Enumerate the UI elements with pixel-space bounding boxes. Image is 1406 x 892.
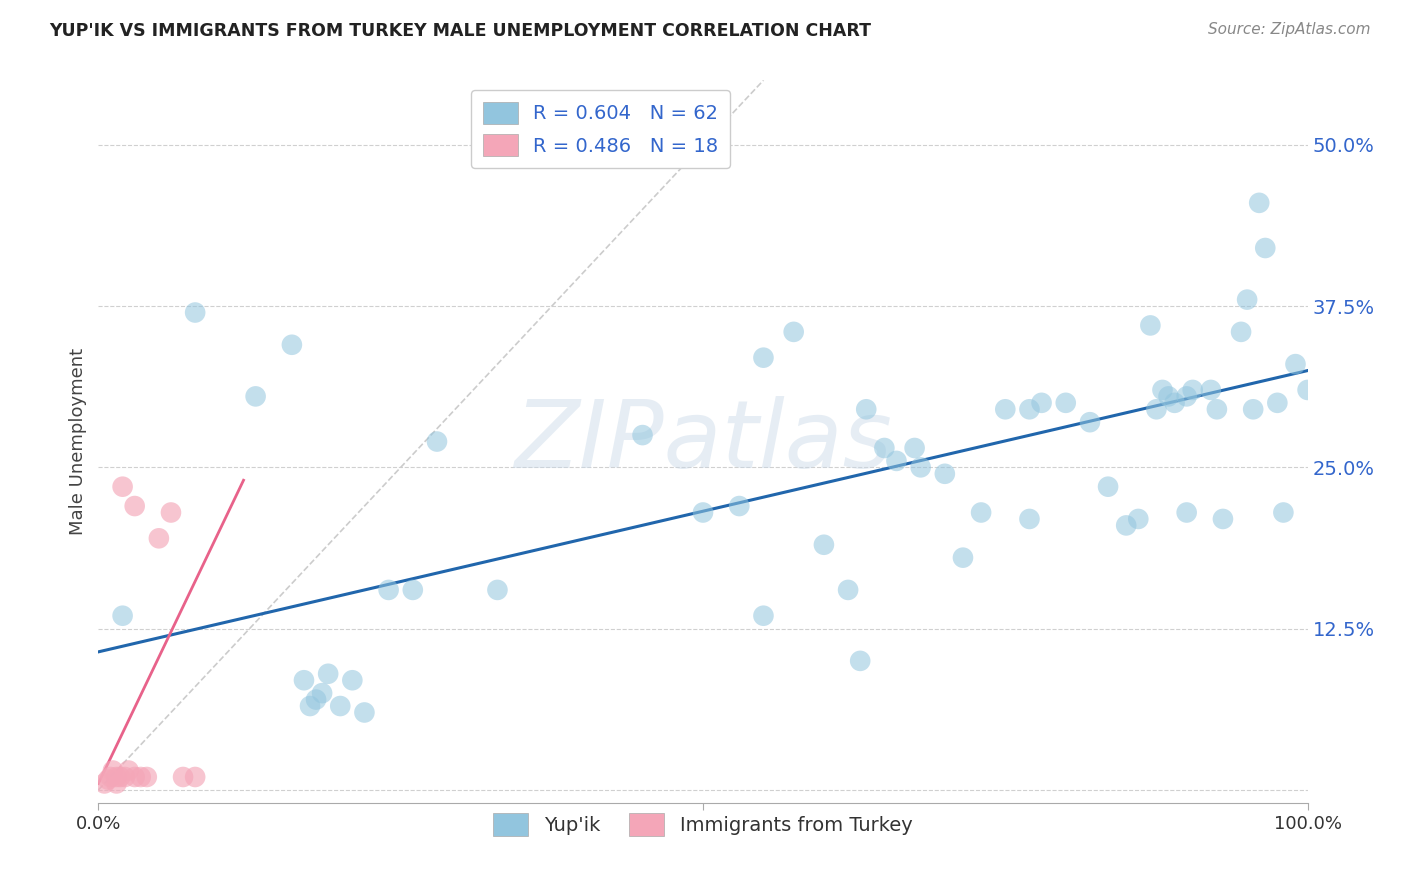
Point <box>135 770 157 784</box>
Point <box>292 673 315 688</box>
Point <box>101 764 124 778</box>
Point <box>316 666 339 681</box>
Point <box>1267 396 1289 410</box>
Point <box>1206 402 1229 417</box>
Point <box>100 770 122 784</box>
Point <box>486 582 509 597</box>
Point <box>281 338 304 352</box>
Point <box>1296 383 1319 397</box>
Point <box>1236 293 1258 307</box>
Point <box>904 441 927 455</box>
Point <box>245 389 267 403</box>
Point <box>1128 512 1150 526</box>
Point <box>184 305 207 319</box>
Point <box>1175 389 1198 403</box>
Text: ZIPatlas: ZIPatlas <box>515 396 891 487</box>
Point <box>1272 506 1295 520</box>
Point <box>97 772 120 787</box>
Point <box>1284 357 1306 371</box>
Point <box>1157 389 1180 403</box>
Point <box>108 770 131 784</box>
Point <box>631 428 654 442</box>
Point <box>1018 402 1040 417</box>
Point <box>1139 318 1161 333</box>
Point <box>1018 512 1040 526</box>
Point <box>1254 241 1277 255</box>
Point <box>1054 396 1077 410</box>
Point <box>934 467 956 481</box>
Point <box>377 582 399 597</box>
Point <box>184 770 207 784</box>
Point <box>124 770 146 784</box>
Point <box>1146 402 1168 417</box>
Point <box>402 582 425 597</box>
Point <box>148 531 170 545</box>
Point <box>1181 383 1204 397</box>
Point <box>129 770 152 784</box>
Point <box>1097 480 1119 494</box>
Point <box>873 441 896 455</box>
Point <box>311 686 333 700</box>
Point <box>426 434 449 449</box>
Point <box>1241 402 1264 417</box>
Point <box>728 499 751 513</box>
Point <box>1115 518 1137 533</box>
Point <box>114 770 136 784</box>
Point <box>1175 506 1198 520</box>
Point <box>111 608 134 623</box>
Text: YUP'IK VS IMMIGRANTS FROM TURKEY MALE UNEMPLOYMENT CORRELATION CHART: YUP'IK VS IMMIGRANTS FROM TURKEY MALE UN… <box>49 22 872 40</box>
Point <box>105 770 128 784</box>
Point <box>1212 512 1234 526</box>
Point <box>1163 396 1185 410</box>
Point <box>111 480 134 494</box>
Point <box>1249 195 1271 210</box>
Point <box>849 654 872 668</box>
Point <box>105 776 128 790</box>
Point <box>952 550 974 565</box>
Point <box>353 706 375 720</box>
Point <box>837 582 859 597</box>
Point <box>305 692 328 706</box>
Point <box>855 402 877 417</box>
Point <box>752 608 775 623</box>
Point <box>1078 415 1101 429</box>
Point <box>1152 383 1174 397</box>
Point <box>910 460 932 475</box>
Point <box>93 776 115 790</box>
Point <box>118 764 141 778</box>
Point <box>994 402 1017 417</box>
Legend: Yup'ik, Immigrants from Turkey: Yup'ik, Immigrants from Turkey <box>485 805 921 844</box>
Point <box>342 673 364 688</box>
Y-axis label: Male Unemployment: Male Unemployment <box>69 348 87 535</box>
Point <box>782 325 804 339</box>
Point <box>124 499 146 513</box>
Point <box>1230 325 1253 339</box>
Point <box>1031 396 1053 410</box>
Point <box>886 454 908 468</box>
Point <box>692 506 714 520</box>
Point <box>172 770 194 784</box>
Point <box>813 538 835 552</box>
Point <box>299 699 322 714</box>
Point <box>752 351 775 365</box>
Point <box>1199 383 1222 397</box>
Text: Source: ZipAtlas.com: Source: ZipAtlas.com <box>1208 22 1371 37</box>
Point <box>160 506 183 520</box>
Point <box>970 506 993 520</box>
Point <box>329 699 352 714</box>
